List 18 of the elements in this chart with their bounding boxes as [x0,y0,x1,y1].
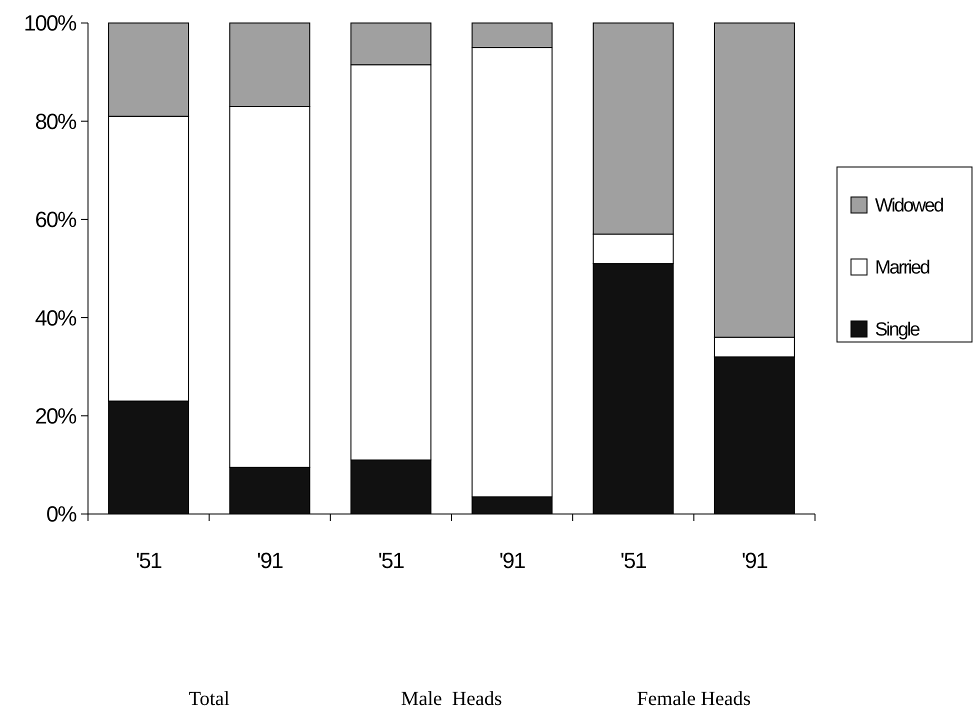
legend-label: Single [875,320,920,341]
y-tick-label: 60% [34,207,76,232]
text: Male Heads [400,688,502,710]
y-tick-label: 20% [34,404,76,428]
y-tick-label: 80% [34,108,76,134]
legend-label: Married [875,258,930,279]
x-tick-label: '51 [378,548,405,573]
x-tick-label: '91 [742,548,768,573]
y-tick-label: 100% [24,10,76,36]
text: Total [188,688,230,710]
legend-label: Widowed [875,196,944,217]
y-tick-label: 40% [34,305,76,330]
text: Female Heads [636,688,751,710]
x-tick-label: '51 [620,548,647,573]
x-tick-label: '91 [256,548,284,573]
x-tick-label: '51 [136,548,162,573]
x-tick-label: '91 [499,548,526,573]
y-tick-label: 0% [46,502,76,527]
